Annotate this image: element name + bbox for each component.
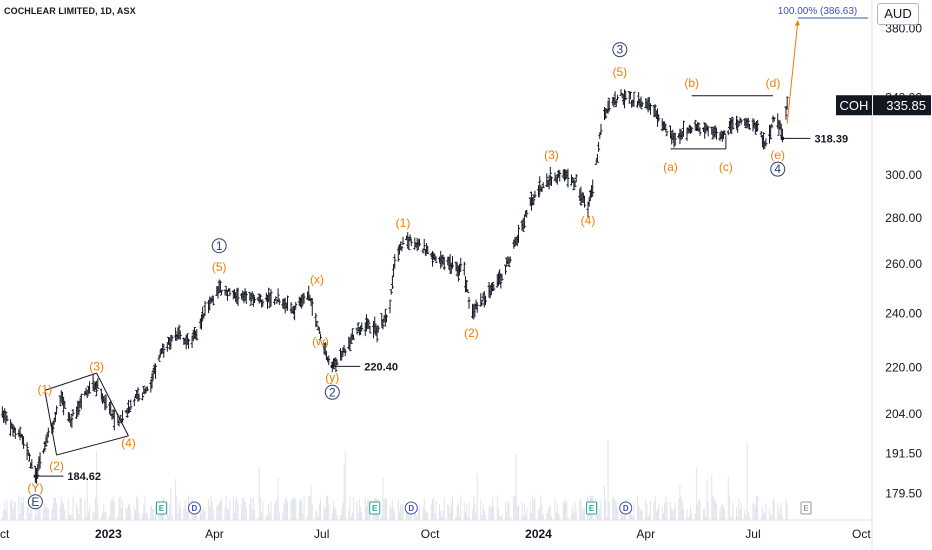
wave-channel-line (96, 372, 129, 437)
wave-circle (324, 384, 340, 400)
y-tick-label: 280.00 (885, 211, 922, 225)
price-note-label: 220.40 (364, 361, 398, 373)
x-tick-label: Oct (421, 527, 440, 541)
future-earnings-badge-icon (800, 501, 812, 515)
wave-channel-line (44, 390, 58, 456)
arrow-head-icon (794, 19, 800, 26)
symbol-box (836, 95, 872, 116)
wave-circle-label: 4 (774, 162, 781, 176)
last-price-label: 335.85 (886, 98, 926, 113)
y-tick-label: 260.00 (885, 257, 922, 271)
price-note-label: 184.62 (67, 471, 101, 483)
projection-arrow (786, 21, 799, 124)
x-tick-label: Jul (314, 527, 329, 541)
event-badge-label: E (589, 504, 595, 513)
x-tick-label: Oct (0, 527, 10, 541)
wave-circle-label: 3 (616, 43, 623, 57)
y-tick-label: 220.00 (885, 360, 922, 374)
wave-label: (2) (49, 459, 64, 473)
event-badge-label: E (372, 504, 378, 513)
event-badge-label: D (408, 504, 414, 513)
wave-label: (x) (310, 272, 324, 286)
y-tick-label: 300.00 (885, 168, 922, 182)
dividend-badge-icon (619, 501, 633, 515)
wave-label: (w) (312, 334, 329, 348)
wave-label: (e) (770, 148, 785, 162)
x-tick-label: Jul (745, 527, 760, 541)
wave-label: (3) (89, 359, 104, 373)
wave-circle (612, 42, 628, 58)
dividend-badge-icon (404, 501, 418, 515)
wave-label: (d) (766, 76, 781, 90)
wave-circle-label: E (31, 495, 39, 509)
wave-label: (3) (544, 148, 559, 162)
earnings-badge-icon (586, 501, 598, 515)
price-note-label: 318.39 (814, 133, 848, 145)
earnings-badge-icon (369, 501, 381, 515)
wave-circle-label: 2 (329, 385, 336, 399)
event-badge-label: E (803, 504, 809, 513)
event-badge-label: E (159, 504, 165, 513)
wave-circle-label: 1 (216, 239, 223, 253)
wave-label: (1) (37, 382, 52, 396)
wave-label: (b) (684, 76, 699, 90)
x-tick-label: 2023 (95, 527, 122, 541)
earnings-badge-icon (155, 501, 167, 515)
y-tick-label: 191.50 (885, 446, 922, 460)
wave-label: (a) (663, 160, 678, 174)
x-tick-label: Apr (636, 527, 655, 541)
wave-label: (2) (464, 326, 479, 340)
y-tick-label: 240.00 (885, 307, 922, 321)
y-tick-label: 179.50 (885, 487, 922, 501)
wave-label: (c) (719, 160, 733, 174)
x-tick-label: Oct (852, 527, 871, 541)
wave-channel-line (44, 372, 97, 391)
wave-circle (27, 494, 43, 510)
y-tick-label: 380.00 (885, 22, 922, 36)
wave-label: (4) (121, 436, 136, 450)
y-tick-label: 204.00 (885, 407, 922, 421)
wave-label: (1) (396, 216, 411, 230)
wave-label: (y) (325, 371, 339, 385)
wave-label: (5) (212, 260, 227, 274)
wave-circle (211, 238, 227, 254)
event-badge-label: D (192, 504, 198, 513)
x-tick-label: Apr (205, 527, 224, 541)
last-price-box (873, 95, 931, 116)
wave-label: (4) (581, 214, 596, 228)
event-badge-label: D (623, 504, 629, 513)
target-label: 100.00% (386.63) (778, 6, 858, 17)
x-tick-label: 2024 (525, 527, 552, 541)
chart-title: COCHLEAR LIMITED, 1D, ASX (4, 6, 136, 16)
symbol-label: COH (840, 98, 869, 113)
wave-channel-line (56, 435, 129, 456)
currency-button[interactable]: AUD (877, 3, 919, 25)
wave-label: (Y) (27, 481, 43, 495)
wave-label: (5) (612, 65, 627, 79)
wave-circle (770, 161, 786, 177)
dividend-badge-icon (187, 501, 201, 515)
